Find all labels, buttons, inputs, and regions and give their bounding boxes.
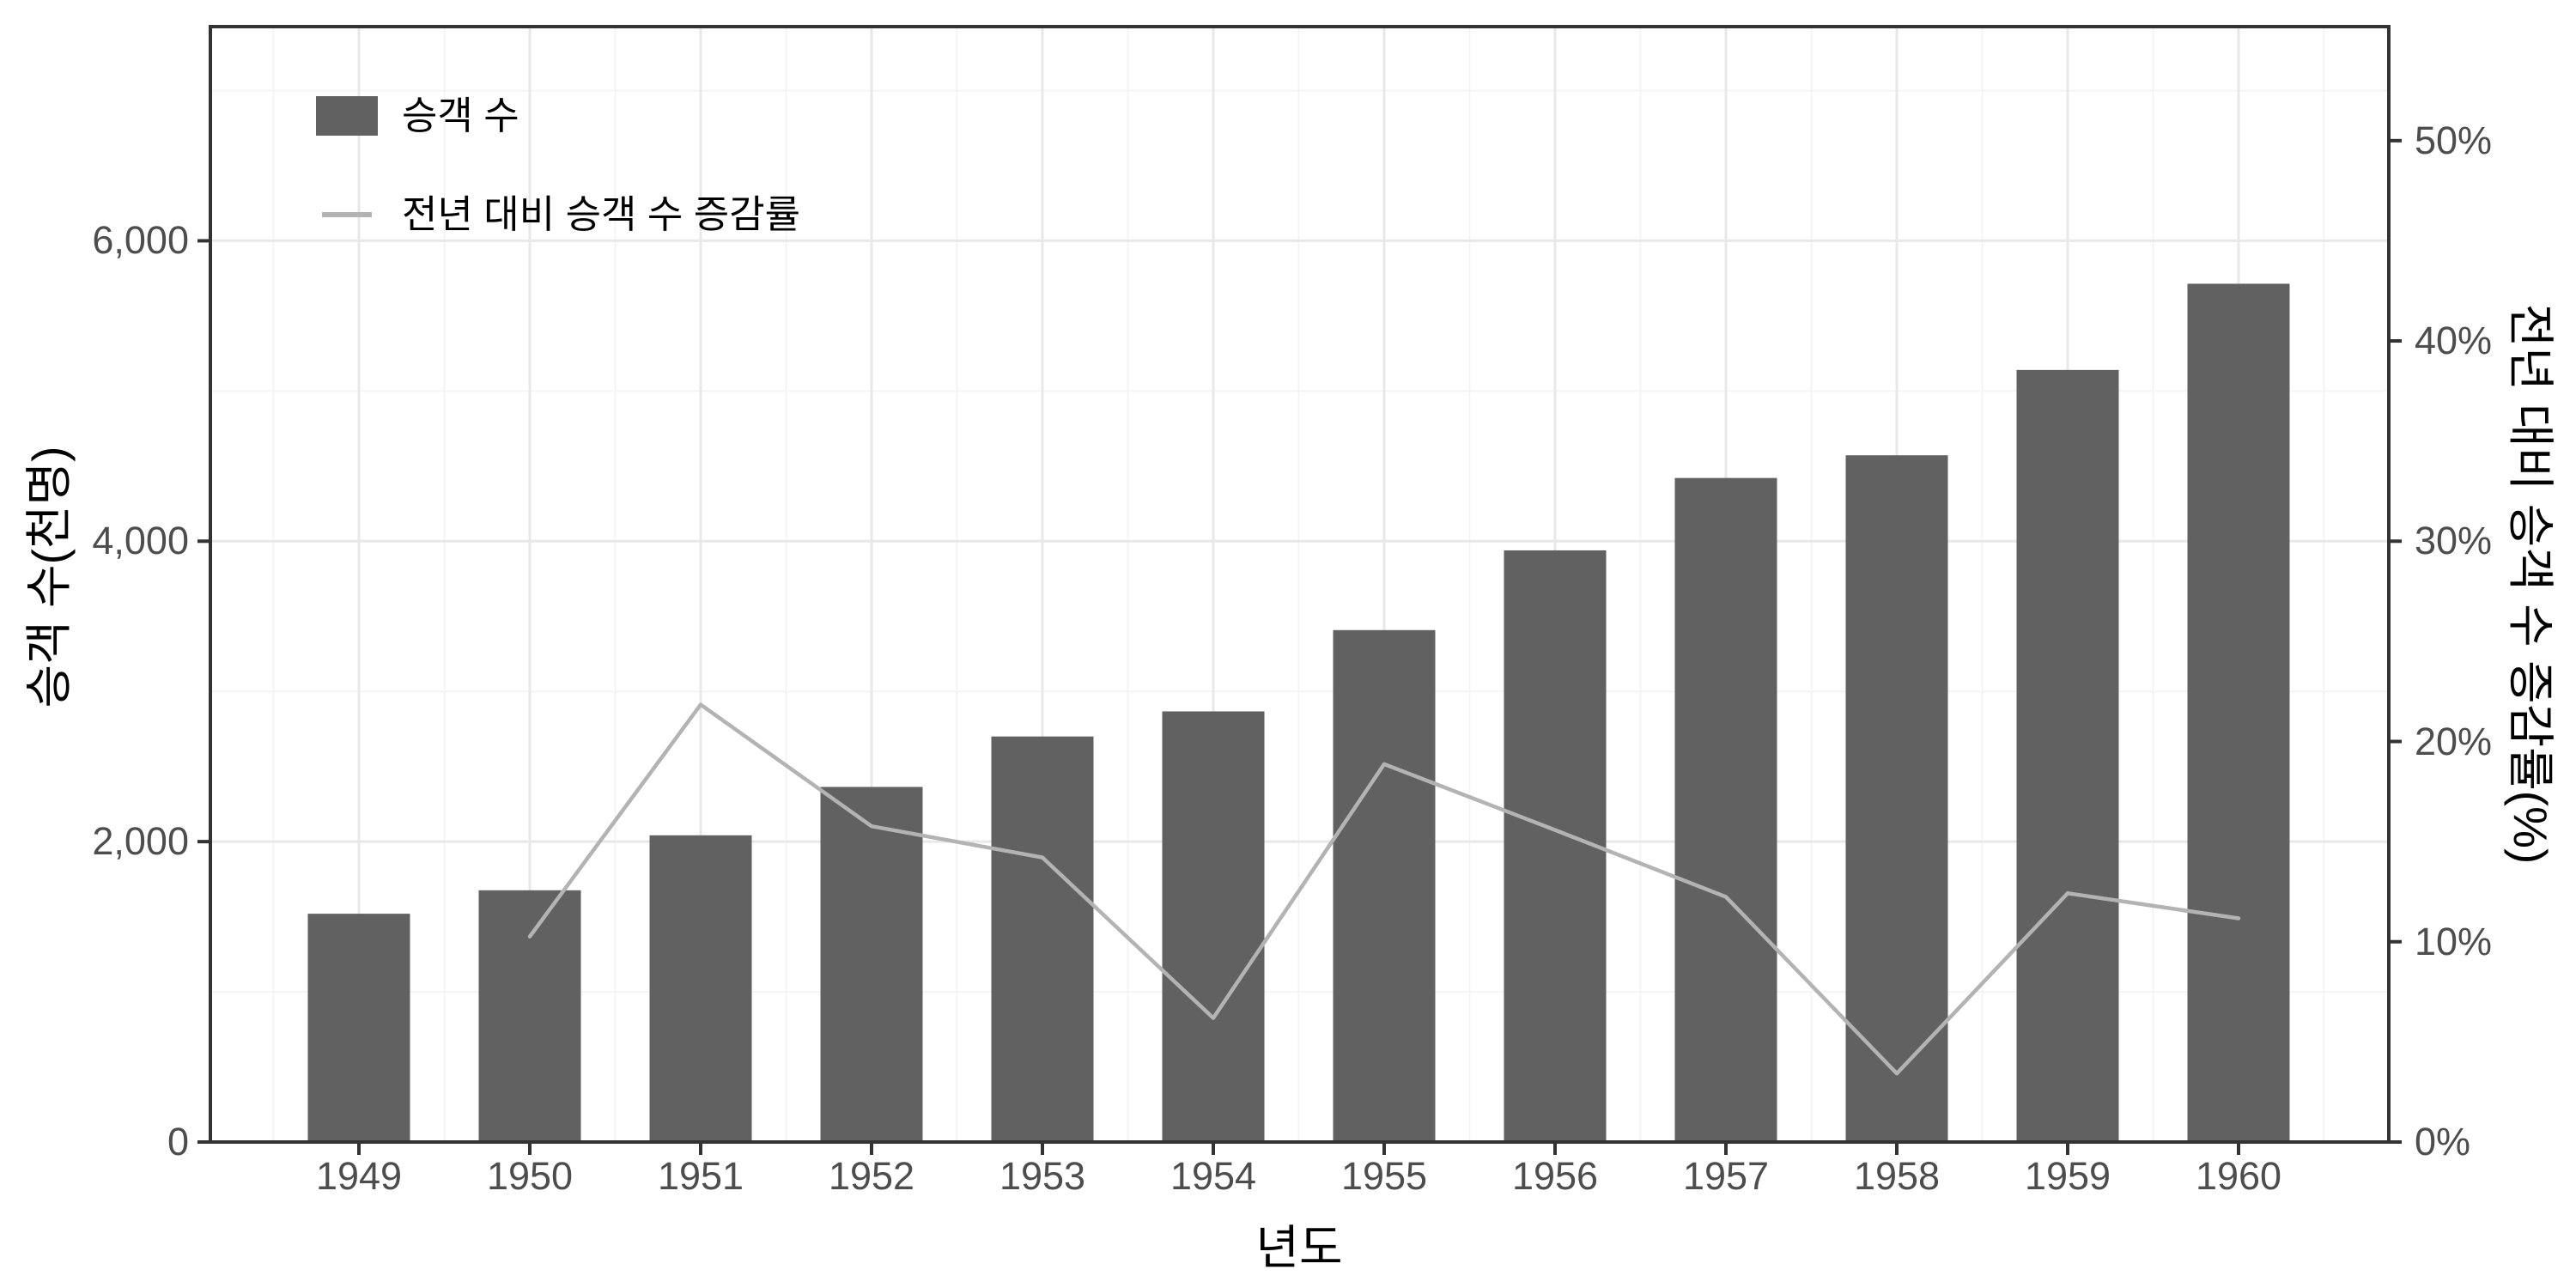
legend-item-passengers: 승객 수 [316,96,800,136]
bar-1958 [1845,455,1948,1142]
x-tick-label: 1951 [657,1154,744,1198]
legend-label-passengers: 승객 수 [402,94,519,137]
x-tick-label: 1954 [1170,1154,1257,1198]
x-tick-label: 1958 [1853,1154,1941,1198]
legend: 승객 수 전년 대비 승객 수 증감률 [316,96,800,234]
x-tick-label: 1953 [999,1154,1086,1198]
growth-rate-line [527,702,2241,1076]
bar-swatch-icon [316,96,378,136]
panel-border [209,25,2391,1144]
x-tick-label: 1956 [1511,1154,1599,1198]
left-y-tick-label: 0 [167,1120,189,1163]
bar-1954 [1162,711,1265,1142]
left-y-axis-title: 승객 수(천명) [22,446,76,708]
bar-1959 [2016,369,2119,1142]
right-y-tick-label: 50% [2415,118,2493,162]
bar-1952 [820,787,923,1142]
bar-1949 [307,914,410,1142]
x-tick-label: 1960 [2195,1154,2282,1198]
right-y-tick-label: 20% [2415,719,2493,763]
bar-1951 [649,835,752,1142]
bar-1950 [478,890,581,1142]
x-tick-label: 1949 [315,1154,403,1198]
legend-label-growth-rate: 전년 대비 승객 수 증감률 [402,192,801,236]
left-y-tick-label: 4,000 [92,519,189,563]
right-y-tick-label: 0% [2415,1120,2471,1163]
bar-1953 [991,736,1094,1142]
line-swatch-icon [316,195,378,234]
bar-1956 [1504,550,1607,1142]
bar-1960 [2187,283,2290,1143]
x-tick-label: 1957 [1682,1154,1770,1198]
left-y-tick-label: 6,000 [92,218,189,263]
legend-item-growth-rate: 전년 대비 승객 수 증감률 [316,195,800,234]
right-y-tick-label: 40% [2415,319,2493,363]
x-tick-label: 1955 [1340,1154,1428,1198]
x-axis-title: 년도 [1255,1221,1343,1274]
left-y-tick-label: 2,000 [92,819,189,864]
bar-1957 [1674,477,1777,1142]
bar-1955 [1333,629,1436,1142]
x-tick-label: 1959 [2024,1154,2111,1198]
x-tick-label: 1952 [828,1154,915,1198]
right-y-axis-title: 전년 대비 승객 수 증감률(%) [2504,303,2557,865]
right-y-tick-label: 10% [2415,919,2493,963]
x-tick-label: 1950 [486,1154,574,1198]
right-y-tick-label: 30% [2415,519,2493,563]
